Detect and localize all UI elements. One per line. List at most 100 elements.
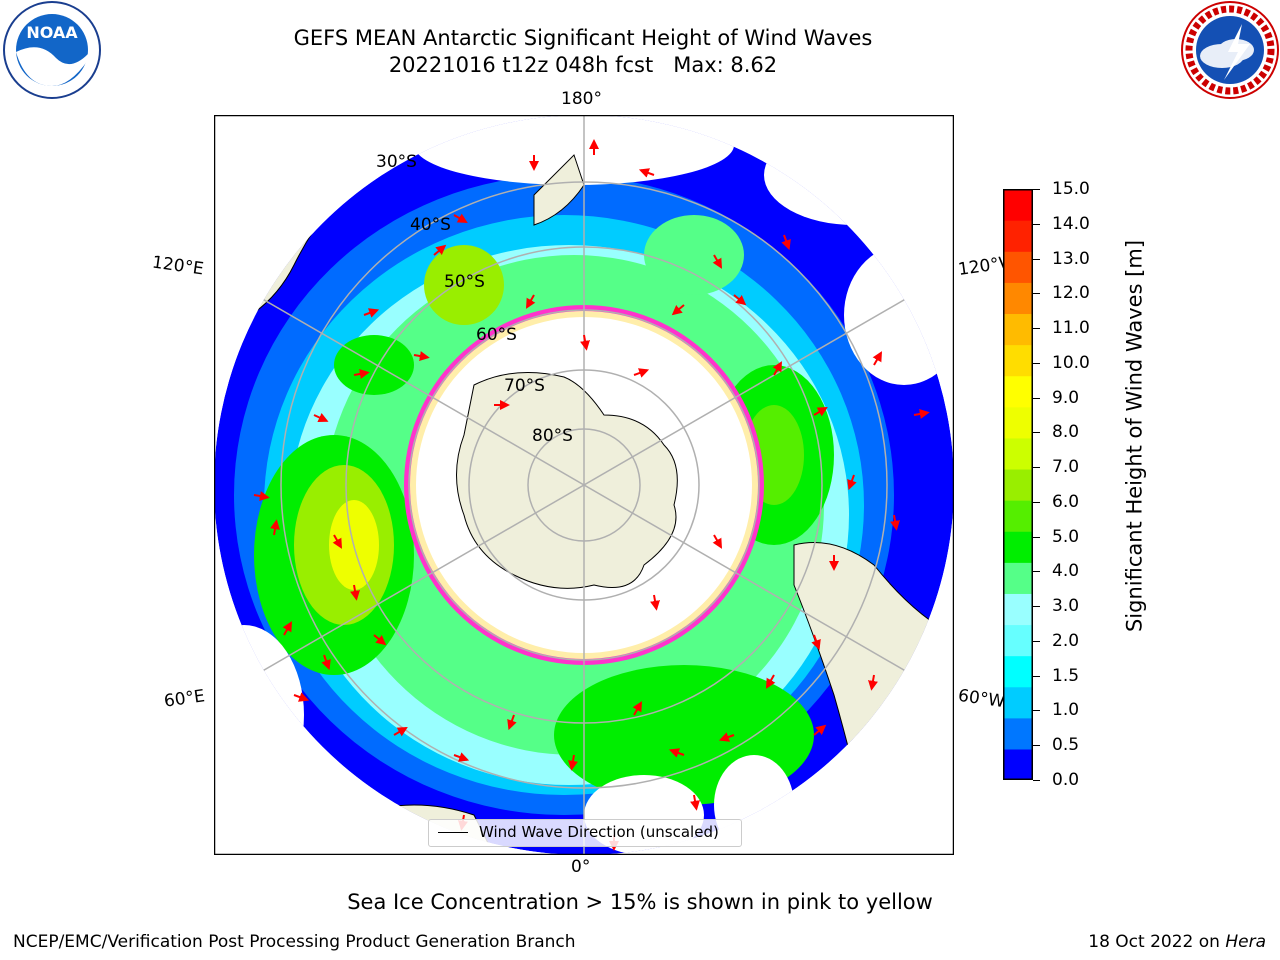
colorbar-tick: 0.0: [1052, 770, 1080, 790]
colorbar-tick: 9.0: [1052, 387, 1080, 408]
wave-arrow: [453, 752, 470, 762]
wave-arrow: [321, 654, 331, 671]
wave-arrow: [633, 368, 650, 378]
lat-label-80s: 80°S: [532, 426, 573, 446]
wave-arrow: [393, 726, 408, 737]
colorbar-tick: 4.0: [1052, 561, 1080, 582]
colorbar-tick-mark: [1033, 675, 1040, 677]
colorbar-band: [1003, 468, 1033, 501]
wave-arrow: [363, 308, 380, 318]
colorbar-tick-mark: [1033, 606, 1040, 608]
colorbar-band: [1003, 748, 1033, 780]
colorbar-band: [1003, 562, 1033, 594]
wave-arrow: [332, 534, 343, 549]
colorbar-tick: 2.0: [1052, 630, 1080, 651]
lat-label-50s: 50°S: [444, 272, 485, 292]
colorbar-label-wrap: Significant Height of Wind Waves [m]: [1100, 208, 1170, 664]
wave-arrow: [293, 692, 310, 702]
map-legend: Wind Wave Direction (unscaled): [428, 819, 742, 847]
colorbar-tick: 10.0: [1052, 352, 1090, 373]
wave-arrow: [813, 406, 828, 417]
colorbar-tick: 3.0: [1052, 596, 1080, 617]
colorbar-tick-mark: [1033, 189, 1040, 190]
wave-arrow: [668, 748, 685, 758]
wave-arrow: [282, 621, 293, 636]
colorbar-tick: 14.0: [1052, 213, 1090, 234]
colorbar-band: [1003, 220, 1033, 252]
colorbar-tick: 13.0: [1052, 248, 1090, 269]
wave-arrow: [718, 732, 735, 742]
wave-arrow: [847, 474, 857, 491]
wave-arrow: [733, 294, 747, 306]
colorbar-tick: 5.0: [1052, 526, 1080, 547]
wave-arrow: [353, 369, 370, 379]
colorbar-band: [1003, 686, 1033, 719]
colorbar-band: [1003, 189, 1033, 221]
lon-label-60w: 60°W: [956, 685, 1007, 713]
lat-label-30s: 30°S: [376, 152, 417, 172]
colorbar-band: [1003, 344, 1033, 377]
colorbar-band: [1003, 375, 1033, 408]
colorbar-band: [1003, 406, 1033, 439]
footer-date: 18 Oct 2022 on Hera: [1088, 932, 1266, 952]
colorbar-tick-mark: [1033, 258, 1040, 260]
colorbar-tick-mark: [1033, 467, 1040, 469]
wave-arrow: [270, 519, 280, 536]
wave-arrow: [671, 304, 685, 316]
colorbar-tick-mark: [1033, 432, 1040, 434]
colorbar-tick: 1.0: [1052, 700, 1080, 721]
colorbar-tick-mark: [1033, 397, 1040, 399]
lon-label-0: 0°: [571, 857, 591, 877]
wave-arrow: [913, 409, 930, 419]
colorbar-label: Significant Height of Wind Waves [m]: [1122, 239, 1147, 633]
wave-arrow: [453, 213, 468, 224]
lat-label-70s: 70°S: [504, 376, 545, 396]
lon-label-120e: 120°E: [150, 252, 205, 280]
colorbar-tick-mark: [1033, 501, 1040, 503]
colorbar-tick: 1.5: [1052, 665, 1080, 686]
colorbar-tick: 15.0: [1052, 179, 1090, 199]
colorbar-tick: 0.5: [1052, 735, 1080, 756]
wave-arrow: [811, 634, 821, 651]
colorbar-tick-mark: [1033, 640, 1040, 642]
wave-arrow: [373, 634, 387, 646]
wave-arrow: [781, 234, 791, 251]
wave-arrow: [253, 491, 270, 501]
colorbar-band: [1003, 437, 1033, 470]
wave-arrow: [568, 754, 578, 771]
colorbar: [1003, 189, 1033, 780]
wave-arrow: [690, 794, 700, 811]
lat-lon-grid: [214, 115, 954, 855]
wave-arrow: [890, 514, 900, 531]
wave-arrow: [413, 351, 430, 361]
sea-ice-note: Sea Ice Concentration > 15% is shown in …: [347, 890, 933, 914]
lat-label-60s: 60°S: [476, 325, 517, 345]
colorbar-band: [1003, 282, 1033, 315]
colorbar-tick-mark: [1033, 362, 1040, 364]
colorbar-band: [1003, 251, 1033, 283]
colorbar-tick: 11.0: [1052, 318, 1090, 339]
legend-label: Wind Wave Direction (unscaled): [479, 823, 719, 841]
colorbar-tick: 7.0: [1052, 457, 1080, 478]
polar-map: 30°S 40°S 50°S 60°S 70°S 80°S: [214, 115, 954, 855]
colorbar-tick: 6.0: [1052, 491, 1080, 512]
wave-arrow: [772, 361, 783, 376]
colorbar-band: [1003, 313, 1033, 346]
lat-label-40s: 40°S: [410, 215, 451, 235]
colorbar-tick-mark: [1033, 745, 1040, 747]
footer-date-text: 18 Oct 2022 on: [1088, 932, 1226, 952]
colorbar-band: [1003, 717, 1033, 750]
wave-arrow: [638, 168, 655, 178]
colorbar-band: [1003, 624, 1033, 657]
colorbar-tick: 12.0: [1052, 283, 1090, 304]
wave-arrow: [650, 594, 660, 611]
colorbar-band: [1003, 655, 1033, 688]
colorbar-band: [1003, 593, 1033, 626]
colorbar-tick-mark: [1033, 293, 1040, 295]
lon-label-60e: 60°E: [162, 686, 207, 712]
wave-arrow: [433, 244, 447, 256]
colorbar-tick-mark: [1033, 710, 1040, 712]
footer-credit: NCEP/EMC/Verification Post Processing Pr…: [13, 932, 576, 952]
colorbar-tick-mark: [1033, 780, 1040, 781]
colorbar-tick: 8.0: [1052, 422, 1080, 443]
